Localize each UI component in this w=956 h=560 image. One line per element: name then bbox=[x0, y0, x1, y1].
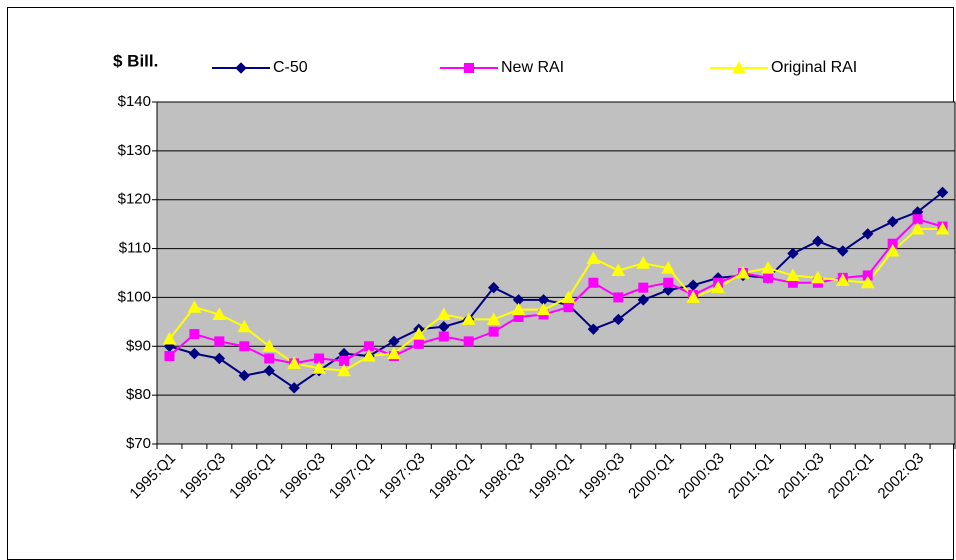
legend-label: Original RAI bbox=[771, 59, 857, 76]
data-point bbox=[862, 228, 874, 240]
data-point bbox=[811, 270, 825, 284]
data-point bbox=[910, 221, 925, 235]
data-point bbox=[362, 349, 376, 362]
data-point bbox=[262, 339, 277, 352]
data-point bbox=[486, 312, 501, 325]
y-tick-label: $80 bbox=[126, 386, 151, 403]
data-point bbox=[613, 292, 624, 303]
data-point bbox=[812, 235, 824, 247]
legend-label: New RAI bbox=[501, 59, 564, 76]
data-point bbox=[187, 300, 202, 313]
data-point bbox=[762, 272, 773, 283]
data-point bbox=[588, 277, 599, 288]
data-point bbox=[711, 280, 725, 294]
data-point bbox=[239, 341, 250, 352]
data-point bbox=[164, 351, 175, 362]
data-point bbox=[263, 365, 275, 377]
data-point bbox=[663, 277, 674, 288]
y-tick-label: $130 bbox=[118, 142, 151, 159]
data-point bbox=[661, 261, 676, 274]
y-tick-label: $120 bbox=[118, 191, 151, 208]
data-point bbox=[511, 302, 526, 316]
data-point bbox=[238, 369, 250, 382]
data-point bbox=[387, 346, 401, 360]
data-point bbox=[637, 294, 649, 306]
y-tick-label: $110 bbox=[119, 240, 151, 257]
y-tick-label: $100 bbox=[118, 288, 151, 305]
data-point bbox=[936, 186, 949, 199]
data-point bbox=[488, 326, 499, 337]
data-point bbox=[264, 353, 275, 364]
data-point bbox=[563, 302, 574, 313]
data-point bbox=[213, 352, 226, 365]
data-point bbox=[860, 275, 875, 289]
data-point bbox=[885, 243, 900, 257]
data-point bbox=[586, 251, 601, 264]
data-point bbox=[487, 281, 500, 294]
data-point bbox=[312, 361, 326, 374]
legend-label: C-50 bbox=[273, 59, 308, 76]
data-point bbox=[611, 263, 626, 277]
data-point bbox=[638, 282, 649, 293]
y-tick-label: $140 bbox=[118, 93, 151, 110]
plot-area bbox=[157, 102, 955, 444]
data-point bbox=[787, 247, 799, 260]
data-point bbox=[212, 307, 227, 321]
data-point bbox=[835, 273, 850, 286]
data-point bbox=[214, 336, 225, 347]
data-point bbox=[536, 302, 551, 316]
y-tick-label: $70 bbox=[126, 435, 151, 452]
data-point bbox=[686, 290, 700, 303]
data-point bbox=[237, 319, 252, 333]
chart-title: $ Bill. bbox=[113, 51, 158, 70]
data-point bbox=[287, 356, 301, 369]
data-point bbox=[438, 331, 449, 342]
data-point bbox=[886, 215, 899, 228]
data-point bbox=[337, 363, 351, 377]
data-point bbox=[786, 268, 800, 281]
data-point bbox=[189, 329, 200, 340]
data-point bbox=[162, 331, 177, 345]
data-point bbox=[463, 336, 474, 347]
data-point bbox=[188, 347, 201, 360]
y-tick-label: $90 bbox=[126, 337, 151, 354]
data-point bbox=[587, 323, 600, 335]
legend-marker bbox=[464, 63, 474, 73]
legend-marker bbox=[732, 60, 746, 74]
series-line bbox=[169, 191, 944, 390]
data-point bbox=[288, 382, 300, 394]
data-point bbox=[837, 245, 849, 257]
legend-marker bbox=[235, 62, 247, 74]
data-point bbox=[436, 307, 451, 321]
data-point bbox=[412, 327, 426, 340]
data-point bbox=[761, 261, 775, 274]
data-point bbox=[413, 338, 424, 349]
data-point bbox=[561, 290, 576, 303]
data-point bbox=[461, 312, 476, 325]
data-point bbox=[736, 265, 750, 279]
data-point bbox=[935, 221, 950, 235]
data-point bbox=[636, 256, 651, 269]
data-point bbox=[388, 335, 400, 348]
data-point bbox=[612, 313, 625, 326]
